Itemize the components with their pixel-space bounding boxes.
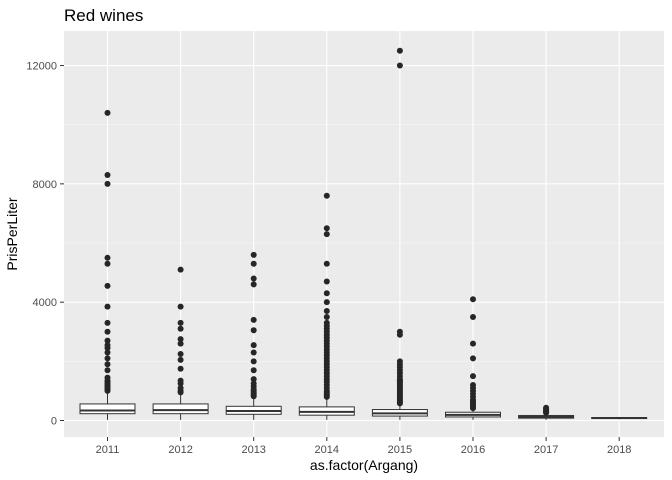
outlier-point <box>323 313 330 320</box>
outlier-point <box>250 358 257 365</box>
boxplot-2017 <box>518 404 575 420</box>
outlier-point <box>104 355 111 362</box>
y-tick-label: 8000 <box>33 179 57 191</box>
outlier-point <box>250 281 257 288</box>
chart-title: Red wines <box>64 6 143 25</box>
outlier-point <box>104 349 111 356</box>
x-tick-label: 2016 <box>461 444 485 456</box>
outlier-point <box>177 340 184 347</box>
outlier-point <box>470 355 476 362</box>
x-tick-label: 2014 <box>315 444 339 456</box>
y-tick-label: 0 <box>51 416 57 428</box>
y-axis: 0 4000 8000 12000 <box>26 61 64 428</box>
outlier-point <box>177 384 184 391</box>
outlier-point <box>250 367 257 374</box>
outlier-point <box>396 62 403 69</box>
outlier-point <box>104 328 111 335</box>
outlier-point <box>104 303 111 310</box>
outlier-point <box>323 278 330 285</box>
outlier-point <box>470 373 476 380</box>
boxplot-2016 <box>445 296 501 420</box>
boxplot-2018 <box>591 416 648 420</box>
x-tick-label: 2012 <box>168 444 192 456</box>
outlier-point <box>177 350 184 357</box>
boxplot-2014 <box>298 192 355 420</box>
box <box>152 403 209 415</box>
outlier-point <box>104 342 111 349</box>
outlier-point <box>104 367 111 374</box>
y-tick-label: 12000 <box>26 61 57 73</box>
outlier-point <box>250 275 257 282</box>
outlier-point <box>323 319 330 326</box>
outlier-point <box>250 342 257 349</box>
boxplot-2012 <box>152 266 209 420</box>
outlier-point <box>250 349 257 356</box>
outlier-point <box>250 316 257 323</box>
x-tick-label: 2017 <box>534 444 558 456</box>
outlier-point <box>323 231 330 238</box>
box <box>79 403 136 415</box>
outlier-point <box>104 109 111 116</box>
plot-panel <box>64 31 664 437</box>
outlier-point <box>104 171 111 178</box>
x-axis-title: as.factor(Argang) <box>310 457 418 473</box>
outlier-point <box>177 303 184 310</box>
outlier-point <box>470 313 476 320</box>
outlier-point <box>470 340 476 347</box>
outlier-point <box>323 290 330 297</box>
outlier-point <box>250 376 257 383</box>
outlier-point <box>104 260 111 267</box>
boxplots <box>79 47 648 420</box>
outlier-point <box>250 251 257 258</box>
outlier-point <box>177 266 184 273</box>
y-axis-title: PrisPerLiter <box>4 197 20 270</box>
outlier-point <box>250 380 257 387</box>
outlier-point <box>250 260 257 267</box>
outlier-point <box>104 319 111 326</box>
outlier-point <box>396 47 403 54</box>
x-tick-label: 2015 <box>388 444 412 456</box>
boxplot-2011 <box>79 109 136 420</box>
boxplot-2013 <box>225 251 282 420</box>
boxplot-2015 <box>371 47 428 420</box>
grid <box>64 31 664 437</box>
outlier-point <box>396 328 403 335</box>
outlier-point <box>323 225 330 232</box>
outlier-point <box>177 336 184 343</box>
outlier-point <box>177 325 184 332</box>
outlier-point <box>104 374 111 381</box>
y-tick-label: 4000 <box>33 297 57 309</box>
x-tick-label: 2013 <box>241 444 265 456</box>
outlier-point <box>250 327 257 334</box>
outlier-point <box>177 377 184 384</box>
outlier-point <box>396 358 403 365</box>
outlier-point <box>323 192 330 199</box>
outlier-point <box>323 299 330 306</box>
x-tick-label: 2011 <box>96 444 120 456</box>
outlier-point <box>177 365 184 372</box>
outlier-point <box>104 180 111 187</box>
outlier-point <box>104 254 111 261</box>
outlier-point <box>104 361 111 368</box>
outlier-point <box>543 404 550 411</box>
outlier-point <box>177 319 184 326</box>
x-tick-label: 2018 <box>607 444 631 456</box>
outlier-point <box>104 282 111 289</box>
outlier-point <box>470 382 476 389</box>
x-axis: 2011 2012 2013 2014 2015 2016 2017 2018 <box>96 437 631 456</box>
outlier-point <box>104 337 111 344</box>
outlier-point <box>323 308 330 315</box>
outlier-point <box>177 356 184 363</box>
outlier-point <box>470 296 476 303</box>
outlier-point <box>323 260 330 267</box>
